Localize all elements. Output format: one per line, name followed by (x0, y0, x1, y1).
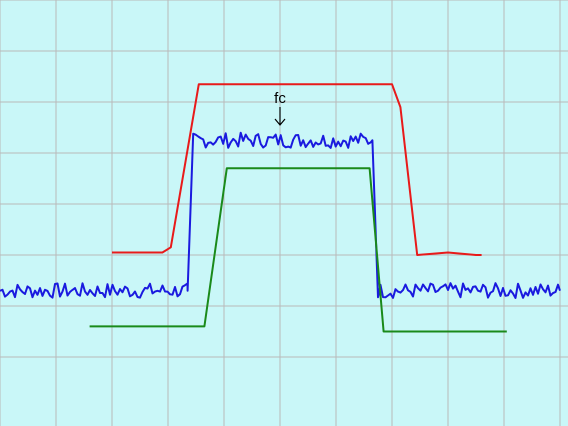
series-layer (0, 83, 561, 333)
fc-label: fc (274, 90, 286, 107)
fc-annotation: fc (274, 90, 286, 126)
series-line-lower-mask (89, 167, 507, 333)
series-line-upper-mask (112, 83, 482, 256)
series-line-signal (0, 131, 561, 299)
fc-arrow-icon (274, 106, 286, 126)
